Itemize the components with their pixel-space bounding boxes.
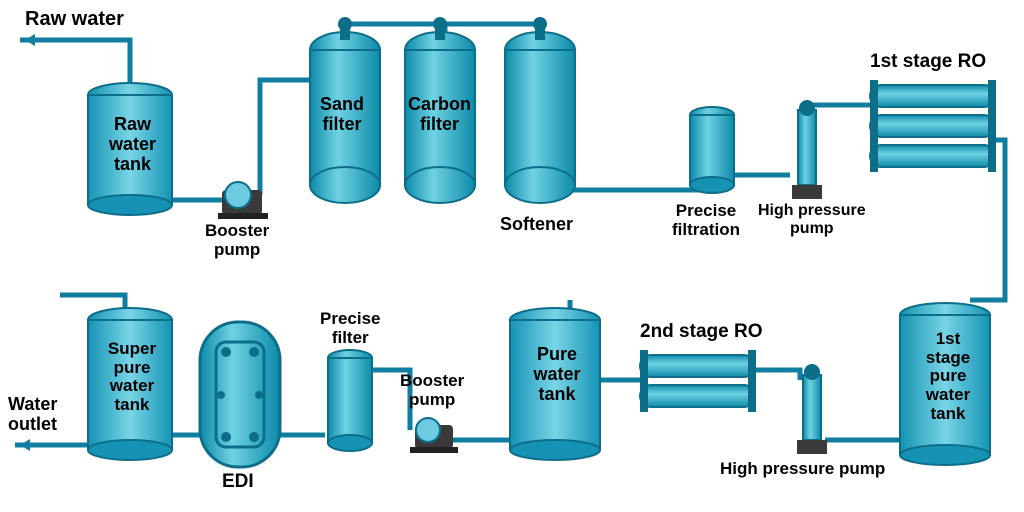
ro-stage-1 xyxy=(870,80,996,172)
label-hp1: High pressure pump xyxy=(758,202,866,237)
label-precise2: Precise filter xyxy=(320,310,381,347)
label-softener: Softener xyxy=(500,215,573,235)
softener xyxy=(505,17,575,203)
edi-unit xyxy=(200,322,280,467)
label-stage1tank: 1st stage pure water tank xyxy=(918,330,978,423)
ro-stage-2 xyxy=(640,350,756,412)
label-booster2: Booster pump xyxy=(400,372,464,409)
label-wateroutlet: Water outlet xyxy=(8,395,57,435)
precise-filter-2 xyxy=(328,350,372,451)
booster-pump-2 xyxy=(410,418,458,453)
label-edi: EDI xyxy=(222,472,254,493)
label-raw-tank: Raw water tank xyxy=(100,115,165,174)
label-ro2: 2nd stage RO xyxy=(640,322,762,343)
label-sand: Sand filter xyxy=(320,95,364,135)
label-carbon: Carbon filter xyxy=(408,95,471,135)
label-raw-water: Raw water xyxy=(25,8,124,30)
label-puretank: Pure water tank xyxy=(528,345,586,404)
hp-pump-1 xyxy=(792,100,822,199)
label-precise1: Precise filtration xyxy=(672,202,740,239)
label-ro1: 1st stage RO xyxy=(870,52,986,73)
label-supertank: Super pure water tank xyxy=(100,340,164,415)
process-diagram xyxy=(0,0,1024,512)
precise-filtration xyxy=(690,107,734,193)
label-booster1: Booster pump xyxy=(205,222,269,259)
label-hp2: High pressure pump xyxy=(720,460,885,479)
